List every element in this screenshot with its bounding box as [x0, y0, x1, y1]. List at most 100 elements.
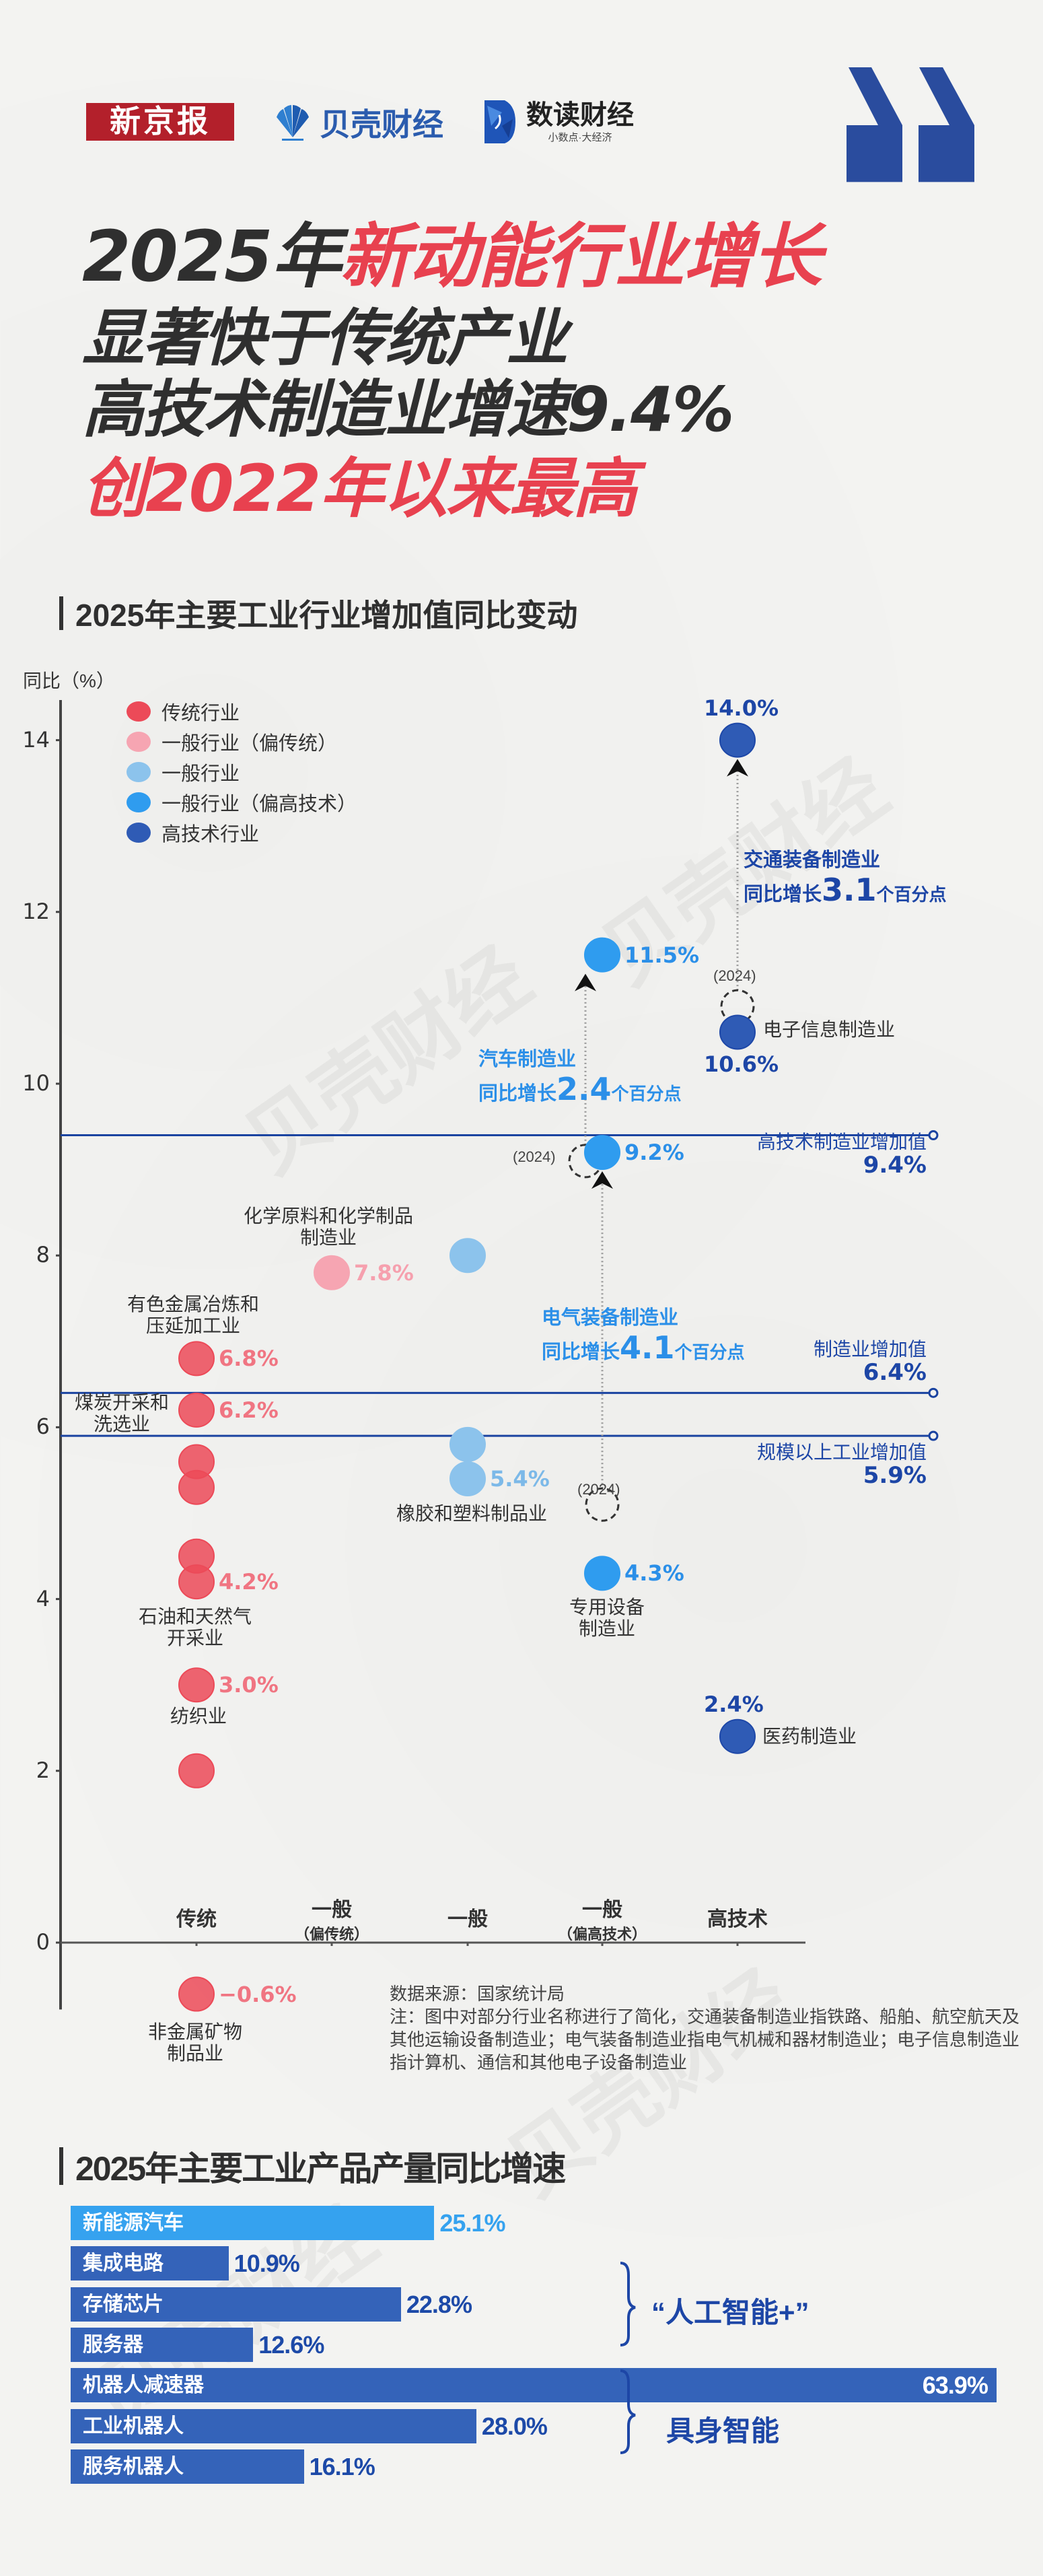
data-point [719, 1718, 756, 1754]
change-annotation-transport: 交通装备制造业 同比增长3.1个百分点 [744, 849, 947, 908]
arrow-up-icon [575, 973, 596, 991]
logo-beike: 贝壳财经 [273, 101, 443, 144]
industry-name: 石油和天然气 开采业 [138, 1606, 252, 1648]
source-note: 数据来源：国家统计局 注：图中对部分行业名称进行了简化，交通装备制造业指铁路、船… [390, 1982, 1022, 2074]
bar-label: 机器人减速器 [83, 2374, 204, 2397]
legend-dot-icon [127, 701, 151, 722]
category-label-general-traditional: 一般 （偏传统） [294, 1899, 369, 1943]
bar-row: 新能源汽车 25.1% [71, 2206, 1043, 2240]
bar-row: 工业机器人 28.0% [71, 2408, 1043, 2443]
logo-beike-text: 贝壳财经 [320, 107, 443, 142]
bar-label: 工业机器人 [83, 2414, 184, 2437]
point-value-label: 4.2% [219, 1569, 279, 1595]
industry-name: 非金属矿物 制品业 [147, 2021, 242, 2064]
bar-value-label: 10.9% [233, 2250, 300, 2278]
point-value-label: 6.2% [219, 1397, 279, 1423]
data-point [584, 1556, 620, 1591]
bar [71, 2206, 435, 2240]
bar [71, 2287, 401, 2322]
data-point [719, 1014, 756, 1050]
data-point [584, 1135, 620, 1171]
headline-line-2: 显著快于传统产业 [82, 302, 568, 374]
bar-label: 服务器 [83, 2333, 143, 2356]
bar [71, 2368, 997, 2403]
y-tick-label: 6 [36, 1414, 50, 1440]
industry-name: 煤炭开采和 洗选业 [74, 1392, 169, 1434]
bar-label: 存储芯片 [83, 2293, 164, 2316]
legend-dot-icon [127, 823, 151, 843]
bar-chart-title: 2025年主要工业产品产量同比增速 [59, 2142, 566, 2190]
bar-chart-title-text: 2025年主要工业产品产量同比增速 [75, 2150, 566, 2188]
legend-dot-icon [127, 792, 151, 812]
title-accent-bar [59, 2147, 63, 2185]
y-tick-label: 14 [22, 726, 50, 753]
data-point [719, 722, 756, 758]
scatter-chart-title-text: 2025年主要工业行业增加值同比变动 [75, 598, 578, 633]
scatter-chart-title: 2025年主要工业行业增加值同比变动 [59, 591, 577, 635]
headline-line-4: 创2022年以来最高 [82, 451, 637, 526]
bar-label: 新能源汽车 [83, 2212, 184, 2234]
data-point [584, 937, 620, 973]
bar-value-label: 25.1% [439, 2209, 505, 2237]
category-label-general-hightech: 一般 （偏高技术） [557, 1899, 647, 1943]
bar-row: 存储芯片 22.8% [71, 2287, 1043, 2322]
legend-label: 一般行业 [161, 763, 240, 785]
point-value-label: 6.8% [219, 1346, 279, 1372]
reference-label-hightech: 高技术制造业增加值 9.4% [756, 1132, 927, 1179]
legend-label: 高技术行业 [161, 824, 260, 845]
bar-value-label: 12.6% [258, 2330, 324, 2359]
point-value-label: 5.4% [490, 1465, 550, 1492]
legend-label: 传统行业 [161, 703, 240, 724]
bar-value-label: 28.0% [481, 2412, 548, 2440]
point-value-label: 3.0% [219, 1672, 279, 1698]
industry-name: 医药制造业 [762, 1726, 857, 1747]
y-tick-label: 0 [36, 1929, 50, 1955]
group-braces [620, 2262, 636, 2454]
reference-line-end [928, 1430, 939, 1441]
point-value-label: 9.2% [624, 1140, 684, 1166]
title-accent-bar [59, 596, 63, 630]
data-point [178, 1976, 215, 2012]
data-point [178, 1469, 215, 1505]
legend-label: 一般行业（偏高技术） [161, 794, 357, 815]
brace-icon [620, 2262, 636, 2346]
arrow-up-icon [591, 1171, 613, 1189]
industry-name: 纺织业 [170, 1706, 227, 1727]
legend-item: 一般行业（偏传统） [127, 728, 337, 756]
data-point [314, 1255, 350, 1290]
reference-line-end [928, 1387, 939, 1398]
category-label-traditional: 传统 [176, 1908, 217, 1930]
data-point [449, 1461, 486, 1496]
data-point [178, 1564, 215, 1600]
bar-row: 集成电路 10.9% [71, 2246, 1043, 2281]
legend-item: 一般行业 [127, 758, 240, 786]
bar-value-label: 63.9% [922, 2371, 988, 2400]
point-value-label: 14.0% [704, 695, 779, 721]
logo-shudu-slogan: 小数点·大经济 [548, 131, 612, 143]
legend-dot-icon [127, 762, 151, 782]
chart-note: 注：图中对部分行业名称进行了简化，交通装备制造业指铁路、船舶、航空航天及其他运输… [390, 2007, 1020, 2073]
year-label-transport: (2024) [713, 967, 756, 984]
change-annotation-auto: 汽车制造业 同比增长2.4个百分点 [478, 1049, 682, 1107]
logo-shudu-text: 数读财经 [526, 100, 634, 130]
y-tick-label: 2 [36, 1757, 50, 1783]
bar-row: 服务器 12.6% [71, 2327, 1043, 2362]
point-value-label: 10.6% [704, 1051, 779, 1078]
bar-row: 服务机器人 16.1% [71, 2449, 1043, 2484]
previous-year-circle [585, 1487, 620, 1522]
data-point [449, 1238, 486, 1274]
reference-label-manufacturing: 制造业增加值 6.4% [813, 1339, 927, 1386]
legend-item: 高技术行业 [127, 819, 259, 847]
headline-highlight: 新动能行业增长 [340, 215, 822, 298]
industry-name: 有色金属冶炼和 压延加工业 [127, 1294, 259, 1336]
arrow-up-icon [727, 759, 748, 777]
industry-name: 橡胶和塑料制品业 [396, 1503, 547, 1524]
y-tick-label: 12 [22, 898, 50, 924]
industry-name: 化学原料和化学制品 制造业 [243, 1206, 413, 1248]
headline-line-1: 2025年新动能行业增长 [82, 199, 822, 301]
year-label-auto: (2024) [513, 1148, 556, 1165]
bar [71, 2449, 304, 2484]
y-tick-label: 10 [22, 1070, 50, 1096]
group-label-ai-plus: “人工智能+” [651, 2297, 810, 2328]
reference-line-end [928, 1130, 939, 1141]
